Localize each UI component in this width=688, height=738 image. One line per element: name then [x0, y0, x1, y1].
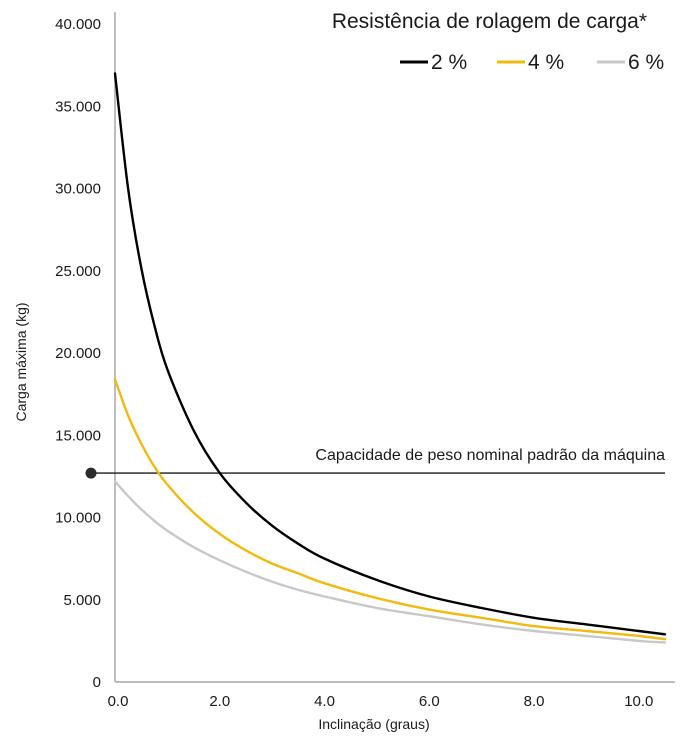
x-tick-labels: 0.0 2.0 4.0 6.0 8.0 10.0: [108, 693, 654, 710]
legend-label: 2 %: [431, 51, 467, 74]
y-tick-label: 5.000: [63, 592, 101, 609]
y-tick-label: 35.000: [55, 98, 101, 115]
axes: [114, 12, 675, 683]
x-tick-label: 10.0: [624, 693, 653, 710]
y-tick-label: 10.000: [55, 510, 101, 527]
series-line-6: [113, 480, 667, 644]
series-line-4: [113, 378, 667, 641]
y-tick-label: 30.000: [55, 181, 101, 198]
legend-label: 4 %: [528, 51, 564, 74]
x-tick-label: 0.0: [108, 693, 129, 710]
y-tick-label: 0: [93, 674, 101, 691]
series-lines: [113, 72, 667, 644]
x-tick-label: 8.0: [524, 693, 545, 710]
reference-line-label: Capacidade de peso nominal padrão da máq…: [315, 447, 665, 464]
x-axis-label: Inclinação (graus): [318, 716, 429, 732]
reference-line-marker: [85, 467, 97, 479]
legend-title: Resistência de rolagem de carga*: [332, 10, 647, 33]
x-tick-label: 6.0: [419, 693, 440, 710]
reference-line-group: Capacidade de peso nominal padrão da máq…: [85, 447, 665, 479]
series-line-2: [113, 72, 667, 636]
x-tick-label: 2.0: [209, 693, 230, 710]
legend: Resistência de rolagem de carga* 2 % 4 % 6…: [332, 10, 664, 74]
y-tick-label: 40.000: [55, 16, 101, 33]
y-axis-label: Carga máxima (kg): [13, 302, 29, 421]
y-tick-label: 15.000: [55, 427, 101, 444]
x-tick-label: 4.0: [314, 693, 335, 710]
y-tick-label: 25.000: [55, 263, 101, 280]
y-tick-label: 20.000: [55, 345, 101, 362]
legend-items: 2 % 4 % 6 %: [400, 51, 664, 74]
y-tick-labels: 0 5.000 10.000 15.000 20.000 25.000 30.000 35.0…: [55, 16, 101, 691]
legend-label: 6 %: [628, 51, 664, 74]
